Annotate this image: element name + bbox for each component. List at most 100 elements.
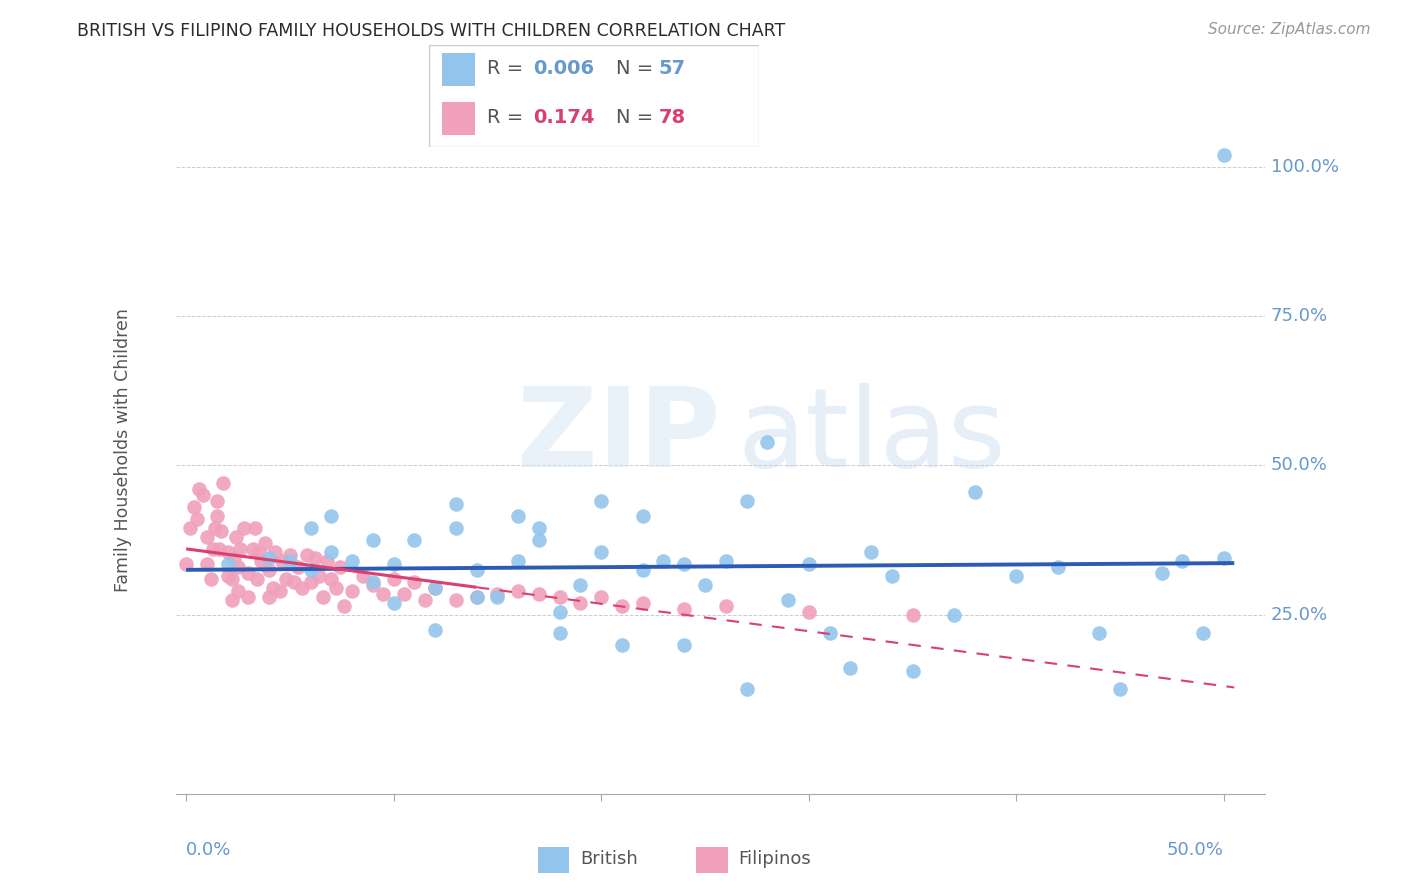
Point (229, 541, 252, 556)
Text: ZIP: ZIP (517, 384, 721, 491)
Point (610, 599, 633, 613)
Point (527, 521, 550, 535)
Point (735, 494, 758, 508)
Point (735, 682, 758, 697)
Point (202, 541, 225, 556)
Point (174, 557, 197, 571)
Point (329, 560, 352, 574)
Point (591, 545, 613, 559)
Point (392, 587, 415, 601)
Text: 50.0%: 50.0% (1271, 457, 1327, 475)
Point (250, 554, 273, 568)
Point (340, 554, 363, 568)
Point (221, 572, 243, 586)
Point (569, 596, 592, 610)
Point (797, 557, 820, 571)
Point (673, 638, 696, 652)
Point (247, 545, 270, 559)
Point (233, 521, 256, 535)
Point (308, 569, 330, 583)
Point (486, 587, 509, 601)
Point (222, 551, 245, 566)
Point (631, 596, 654, 610)
Point (207, 494, 229, 508)
Point (295, 548, 318, 562)
Point (901, 665, 924, 679)
Point (508, 583, 530, 598)
Point (361, 574, 384, 589)
Point (382, 572, 405, 586)
Point (316, 554, 339, 568)
Point (287, 560, 309, 574)
Point (943, 607, 966, 622)
Point (1109, 682, 1132, 697)
Point (208, 541, 231, 556)
Text: 100.0%: 100.0% (1271, 158, 1339, 176)
Point (187, 483, 209, 497)
Point (673, 601, 696, 615)
Text: 57: 57 (658, 59, 686, 78)
Point (548, 625, 571, 640)
Point (425, 581, 447, 595)
Point (880, 569, 903, 583)
Point (673, 557, 696, 571)
Point (217, 557, 239, 571)
Point (508, 509, 530, 524)
Point (225, 530, 247, 544)
Point (226, 583, 249, 598)
Point (269, 583, 291, 598)
Point (200, 572, 222, 586)
Point (465, 563, 488, 577)
Point (312, 590, 335, 604)
Point (217, 569, 239, 583)
Point (776, 592, 799, 607)
Point (212, 476, 235, 491)
Text: 50.0%: 50.0% (1167, 840, 1223, 859)
Text: 78: 78 (658, 109, 686, 128)
Point (257, 590, 280, 604)
Text: Filipinos: Filipinos (738, 849, 811, 868)
Point (413, 592, 436, 607)
Point (425, 623, 447, 637)
Point (1192, 625, 1215, 640)
Text: Source: ZipAtlas.com: Source: ZipAtlas.com (1208, 22, 1371, 37)
Point (860, 545, 883, 559)
Point (1088, 625, 1111, 640)
Point (652, 554, 675, 568)
Point (631, 563, 654, 577)
Text: BRITISH VS FILIPINO FAMILY HOUSEHOLDS WITH CHILDREN CORRELATION CHART: BRITISH VS FILIPINO FAMILY HOUSEHOLDS WI… (77, 22, 786, 40)
Point (242, 541, 264, 556)
Point (257, 563, 280, 577)
Point (527, 587, 550, 601)
Point (243, 521, 266, 535)
Point (693, 578, 716, 592)
Point (278, 554, 301, 568)
Point (226, 560, 249, 574)
Bar (441, 53, 475, 86)
Point (714, 554, 737, 568)
Text: British: British (581, 849, 638, 868)
Point (569, 578, 592, 592)
Point (291, 581, 314, 595)
Point (631, 509, 654, 524)
Text: 0.174: 0.174 (533, 109, 595, 128)
Point (404, 574, 426, 589)
Point (548, 590, 571, 604)
Point (340, 583, 363, 598)
Point (246, 572, 269, 586)
Point (425, 581, 447, 595)
Point (508, 554, 530, 568)
Point (591, 590, 613, 604)
Point (325, 581, 347, 595)
Point (209, 524, 232, 538)
Point (1171, 554, 1194, 568)
Point (839, 661, 862, 675)
Point (195, 557, 218, 571)
Bar (537, 847, 569, 872)
Point (404, 533, 426, 547)
Point (257, 551, 280, 566)
Point (262, 581, 284, 595)
Point (361, 578, 384, 592)
Point (963, 485, 986, 500)
Point (321, 545, 343, 559)
